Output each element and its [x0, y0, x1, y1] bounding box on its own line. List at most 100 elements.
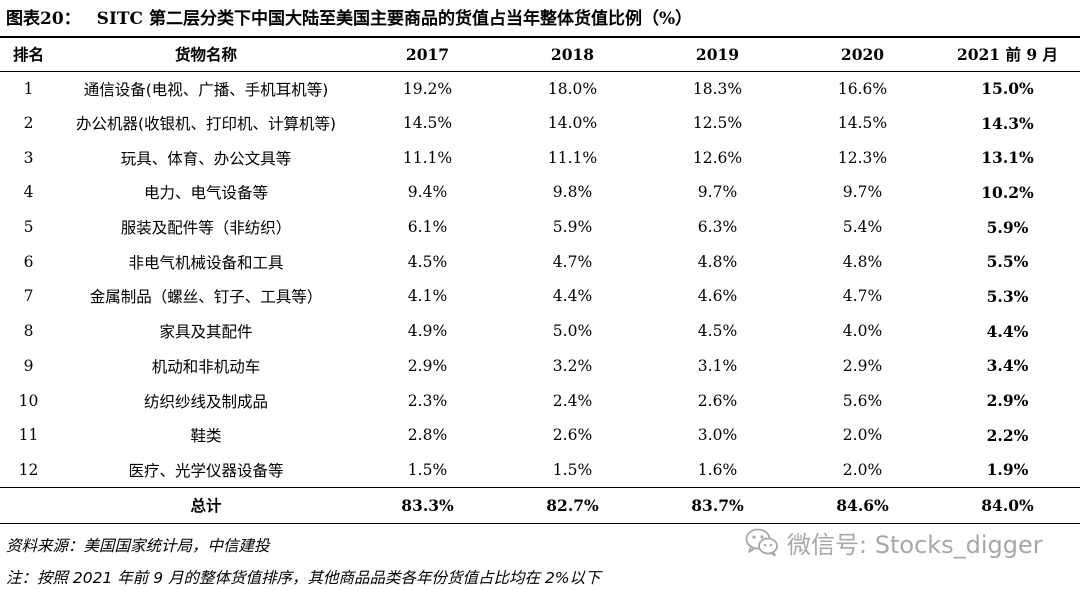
table-row: 12 医疗、光学仪器设备等 1.5% 1.5% 1.6% 2.0% 1.9%: [0, 453, 1080, 488]
rank-cell: 12: [18, 460, 39, 479]
total-label: 总计: [57, 486, 355, 524]
value-cell: 9.8%: [552, 183, 593, 202]
value-cell: 4.5%: [407, 252, 448, 271]
value-cell: 2.9%: [842, 356, 883, 375]
footnote: 注：按照 2021 年前 9 月的整体货值排序，其他商品品类各年份货值占比均在 …: [6, 569, 601, 587]
source-note: 资料来源：美国国家统计局，中信建投: [6, 537, 270, 555]
goods-name-cell: 通信设备(电视、广播、手机耳机等): [83, 80, 329, 99]
header-2021: 2021 前 9 月: [935, 37, 1080, 72]
rank-cell: 2: [23, 114, 34, 133]
rank-cell: 8: [23, 322, 34, 341]
goods-name-cell: 机动和非机动车: [151, 357, 261, 376]
value-cell: 16.6%: [837, 79, 888, 98]
table-row: 4 电力、电气设备等 9.4% 9.8% 9.7% 9.7% 10.2%: [0, 175, 1080, 210]
figure-number: 图表20：: [6, 9, 81, 29]
value-cell-2021: 5.9%: [986, 217, 1029, 237]
value-cell: 4.0%: [842, 322, 883, 341]
goods-name-cell: 服装及配件等（非纺织）: [120, 219, 292, 238]
goods-name-cell: 纺织纱线及制成品: [143, 392, 268, 411]
value-cell: 12.3%: [837, 148, 888, 167]
rank-cell: 4: [23, 183, 34, 202]
value-cell: 5.9%: [552, 218, 593, 237]
value-cell: 1.6%: [697, 460, 738, 479]
value-cell-2021: 14.3%: [981, 113, 1034, 133]
value-cell: 5.4%: [842, 218, 883, 237]
value-cell-2021: 15.0%: [981, 79, 1034, 99]
rank-cell: 9: [23, 356, 34, 375]
goods-name-cell: 电力、电气设备等: [143, 184, 268, 203]
wechat-icon: [745, 527, 779, 557]
total-value-cell: 83.3%: [355, 486, 500, 524]
table-row: 10 纺织纱线及制成品 2.3% 2.4% 2.6% 5.6% 2.9%: [0, 383, 1080, 418]
table-row: 7 金属制品（螺丝、钉子、工具等） 4.1% 4.4% 4.6% 4.7% 5.…: [0, 279, 1080, 314]
value-cell: 4.9%: [407, 322, 448, 341]
rank-cell: 6: [23, 252, 34, 271]
value-cell: 2.3%: [407, 391, 448, 410]
header-rank: 排名: [0, 37, 57, 72]
value-cell: 5.6%: [842, 391, 883, 410]
total-value-cell: 83.7%: [645, 486, 790, 524]
value-cell: 4.7%: [842, 287, 883, 306]
value-cell: 4.8%: [842, 252, 883, 271]
value-cell: 1.5%: [407, 460, 448, 479]
value-cell: 11.1%: [547, 148, 598, 167]
header-2019: 2019: [645, 37, 790, 72]
value-cell: 2.6%: [697, 391, 738, 410]
goods-name-cell: 金属制品（螺丝、钉子、工具等）: [89, 288, 323, 307]
table-row: 9 机动和非机动车 2.9% 3.2% 3.1% 2.9% 3.4%: [0, 349, 1080, 384]
header-2020: 2020: [790, 37, 935, 72]
value-cell: 6.1%: [407, 218, 448, 237]
goods-name-cell: 家具及其配件: [159, 323, 253, 342]
value-cell: 2.8%: [407, 426, 448, 445]
value-cell: 9.7%: [842, 183, 883, 202]
value-cell-2021: 1.9%: [986, 460, 1029, 480]
value-cell-2021: 5.5%: [986, 252, 1029, 272]
value-cell: 6.3%: [697, 218, 738, 237]
value-cell-2021: 2.9%: [986, 391, 1029, 411]
value-cell: 11.1%: [402, 148, 453, 167]
value-cell: 4.7%: [552, 252, 593, 271]
value-cell: 5.0%: [552, 322, 593, 341]
goods-name-cell: 办公机器(收银机、打印机、计算机等): [75, 115, 337, 134]
header-row: 排名 货物名称 2017 2018 2019 2020 2021 前 9 月: [0, 37, 1080, 72]
rank-cell: 5: [23, 218, 34, 237]
value-cell: 2.4%: [552, 391, 593, 410]
value-cell: 18.0%: [547, 79, 598, 98]
value-cell: 4.1%: [407, 287, 448, 306]
table-row: 11 鞋类 2.8% 2.6% 3.0% 2.0% 2.2%: [0, 418, 1080, 453]
goods-name-cell: 鞋类: [190, 427, 222, 446]
value-cell-2021: 10.2%: [981, 182, 1034, 202]
watermark-text: 微信号: Stocks_digger: [787, 530, 1043, 559]
header-name: 货物名称: [57, 37, 355, 72]
value-cell: 4.5%: [697, 322, 738, 341]
rank-cell: 7: [23, 287, 34, 306]
title-text: SITC 第二层分类下中国大陆至美国主要商品的货值占当年整体货值比例（%）: [96, 9, 693, 29]
value-cell: 3.0%: [697, 426, 738, 445]
rank-cell: 10: [18, 391, 39, 410]
table-row: 2 办公机器(收银机、打印机、计算机等) 14.5% 14.0% 12.5% 1…: [0, 106, 1080, 141]
value-cell: 12.6%: [692, 148, 743, 167]
total-rank-cell: [0, 486, 57, 524]
table-row: 8 家具及其配件 4.9% 5.0% 4.5% 4.0% 4.4%: [0, 314, 1080, 349]
value-cell-2021: 4.4%: [986, 321, 1029, 341]
table-title: 图表20： SITC 第二层分类下中国大陆至美国主要商品的货值占当年整体货值比例（…: [6, 6, 692, 32]
total-row: 总计 83.3% 82.7% 83.7% 84.6% 84.0%: [0, 486, 1080, 524]
value-cell: 14.0%: [547, 114, 598, 133]
value-cell: 4.6%: [697, 287, 738, 306]
goods-name-cell: 玩具、体育、办公文具等: [120, 149, 292, 168]
value-cell: 2.0%: [842, 426, 883, 445]
total-value-cell: 82.7%: [500, 486, 645, 524]
value-cell: 14.5%: [402, 114, 453, 133]
total-value-cell: 84.6%: [790, 486, 935, 524]
value-cell: 4.8%: [697, 252, 738, 271]
rank-cell: 11: [18, 426, 39, 445]
data-table: 排名 货物名称 2017 2018 2019 2020 2021 前 9 月 1…: [0, 36, 1080, 524]
value-cell: 1.5%: [552, 460, 593, 479]
value-cell-2021: 5.3%: [986, 286, 1029, 306]
value-cell: 12.5%: [692, 114, 743, 133]
value-cell: 18.3%: [692, 79, 743, 98]
value-cell-2021: 2.2%: [986, 425, 1029, 445]
table-row: 3 玩具、体育、办公文具等 11.1% 11.1% 12.6% 12.3% 13…: [0, 140, 1080, 175]
table-row: 1 通信设备(电视、广播、手机耳机等) 19.2% 18.0% 18.3% 16…: [0, 71, 1080, 106]
value-cell: 9.4%: [407, 183, 448, 202]
